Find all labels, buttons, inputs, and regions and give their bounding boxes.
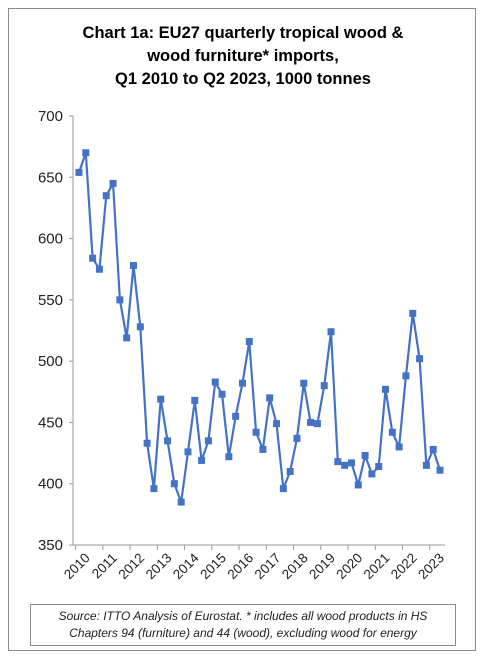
data-point <box>116 296 124 304</box>
data-point <box>409 309 417 317</box>
data-point <box>198 456 206 464</box>
x-tick-label: 2011 <box>89 550 120 581</box>
data-point <box>211 378 219 386</box>
data-point <box>89 254 97 262</box>
data-point <box>184 448 192 456</box>
y-tick-label: 600 <box>38 231 63 248</box>
y-tick-label: 500 <box>38 353 63 370</box>
x-axis-ticks: 2010201120122013201420152016201720182019… <box>61 545 447 582</box>
data-point <box>382 385 390 393</box>
data-point <box>129 262 137 270</box>
data-point <box>388 428 396 436</box>
y-tick-label: 350 <box>38 537 63 554</box>
data-point <box>293 434 301 442</box>
data-point <box>177 498 185 506</box>
data-point <box>361 452 369 460</box>
data-point <box>375 463 383 471</box>
source-note: Source: ITTO Analysis of Eurostat. * inc… <box>30 604 456 646</box>
data-point <box>75 168 83 176</box>
data-point <box>279 485 287 493</box>
chart-title-line-3: Q1 2010 to Q2 2023, 1000 tonnes <box>115 70 371 88</box>
x-tick-label: 2014 <box>170 550 202 582</box>
data-point <box>320 382 328 390</box>
data-point <box>191 396 199 404</box>
x-tick-label: 2015 <box>197 550 229 582</box>
x-tick-label: 2023 <box>415 550 447 582</box>
data-point <box>266 394 274 402</box>
y-tick-label: 400 <box>38 476 63 493</box>
x-tick-label: 2019 <box>306 550 338 582</box>
y-tick-label: 450 <box>38 414 63 431</box>
data-point <box>422 461 430 469</box>
data-point <box>95 265 103 273</box>
chart-title-line-1: Chart 1a: EU27 quarterly tropical wood & <box>82 24 404 42</box>
x-tick-label: 2013 <box>143 550 175 582</box>
x-tick-label: 2022 <box>388 550 420 582</box>
data-point <box>354 481 362 489</box>
data-point <box>123 334 131 342</box>
x-tick-label: 2016 <box>224 550 256 582</box>
data-point <box>300 379 308 387</box>
data-point <box>327 328 335 336</box>
x-tick-label: 2010 <box>61 550 93 582</box>
data-point <box>334 458 342 466</box>
data-point <box>347 459 355 467</box>
data-point <box>436 466 444 474</box>
data-point <box>170 480 178 488</box>
data-point <box>273 420 281 428</box>
data-point <box>402 372 410 380</box>
data-point <box>143 439 151 447</box>
data-point <box>252 428 260 436</box>
data-point <box>416 355 424 363</box>
data-point <box>82 149 90 157</box>
y-tick-label: 550 <box>38 292 63 309</box>
chart-title: Chart 1a: EU27 quarterly tropical wood &… <box>0 22 486 91</box>
data-point <box>150 485 158 493</box>
data-point <box>232 412 240 420</box>
source-note-line-1: Source: ITTO Analysis of Eurostat. * inc… <box>58 609 428 623</box>
y-tick-label: 650 <box>38 169 63 186</box>
data-point <box>225 453 233 461</box>
chart-frame <box>8 8 476 651</box>
x-tick-label: 2017 <box>252 550 284 582</box>
series-line <box>77 151 442 504</box>
data-point <box>313 420 321 428</box>
x-tick-label: 2018 <box>279 550 311 582</box>
data-point <box>307 418 315 426</box>
y-tick-label: 700 <box>38 108 63 125</box>
data-point <box>429 445 437 453</box>
x-tick-label: 2020 <box>333 550 365 582</box>
data-point <box>286 467 294 475</box>
data-point <box>218 390 226 398</box>
data-point <box>164 437 172 445</box>
chart-title-line-2: wood furniture* imports, <box>147 47 339 65</box>
data-point <box>395 443 403 451</box>
data-point <box>245 338 253 346</box>
x-tick-label: 2012 <box>115 550 147 582</box>
data-point <box>157 395 165 403</box>
data-point <box>102 192 110 200</box>
source-note-line-2: Chapters 94 (furniture) and 44 (wood), e… <box>69 626 417 640</box>
data-point <box>204 437 212 445</box>
x-tick-label: 2021 <box>361 550 393 582</box>
series-imports <box>75 149 444 506</box>
y-axis-ticks: 350 400 450 500 550 600 650 700 <box>38 108 73 554</box>
data-point <box>109 179 117 187</box>
data-point <box>238 379 246 387</box>
data-point <box>341 461 349 469</box>
data-point <box>259 445 267 453</box>
data-point <box>136 323 144 331</box>
data-point <box>368 470 376 478</box>
